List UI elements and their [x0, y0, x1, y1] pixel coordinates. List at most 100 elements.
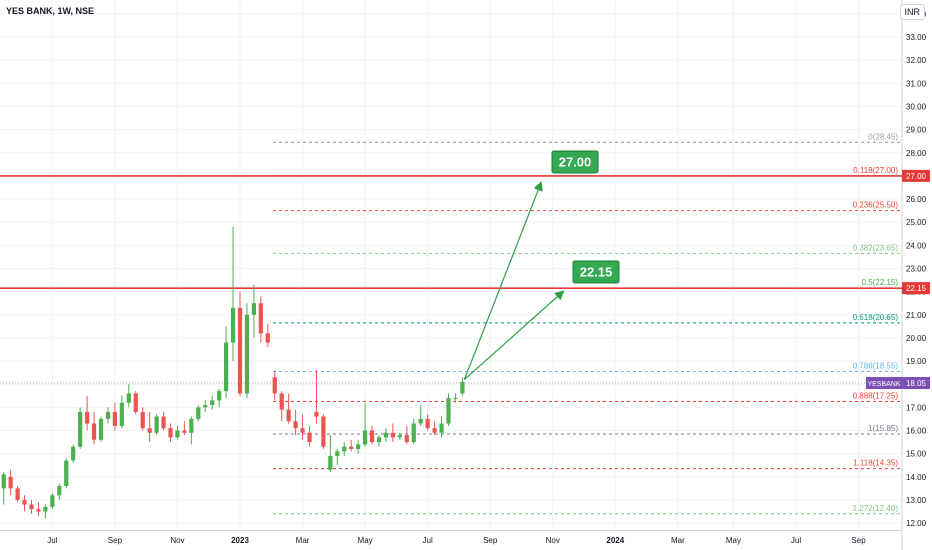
- target-callout-box: [572, 260, 620, 284]
- candle-body: [175, 430, 180, 438]
- fib-level-label: 1.272(12.40): [853, 504, 899, 513]
- target-callout-label: 22.15: [580, 264, 613, 279]
- candle-body: [307, 432, 312, 443]
- candle-body: [390, 432, 395, 438]
- candle-body: [342, 446, 347, 452]
- fib-level-label: 0.5(22.15): [862, 278, 899, 287]
- y-tick-label: 13.00: [906, 496, 927, 505]
- candle-body: [258, 303, 263, 334]
- candle-body: [182, 430, 187, 433]
- candle-body: [91, 423, 97, 440]
- fib-level-label: 0.382(23.65): [853, 243, 899, 252]
- x-tick-label: Mar: [671, 536, 685, 545]
- candle-body: [460, 381, 465, 394]
- candle-body: [203, 405, 208, 408]
- candle-body: [210, 400, 215, 406]
- y-tick-label: 28.00: [906, 149, 927, 158]
- chart-title: YES BANK, 1W, NSE: [6, 6, 95, 16]
- candle-body: [15, 488, 20, 500]
- current-price-tag: [902, 377, 930, 390]
- x-tick-label: Mar: [296, 536, 310, 545]
- y-tick-label: 29.00: [906, 126, 927, 135]
- x-tick-label: Nov: [546, 536, 560, 545]
- y-tick-label: 24.00: [906, 241, 927, 250]
- candle-body: [71, 446, 76, 461]
- x-tick-label: Nov: [170, 536, 184, 545]
- candle-body: [286, 409, 291, 422]
- candle-body: [404, 435, 409, 443]
- x-tick-label: 2024: [606, 536, 624, 545]
- candle-body: [265, 333, 270, 343]
- candle-body: [140, 411, 145, 429]
- candle-body: [217, 391, 222, 401]
- candle-body: [328, 455, 333, 470]
- y-tick-label: 15.00: [906, 450, 927, 459]
- x-tick-label: May: [358, 536, 373, 545]
- y-tick-label: 21.00: [906, 311, 927, 320]
- candle-body: [279, 393, 284, 410]
- candle-body: [126, 393, 131, 403]
- fib-level-label: 0.618(20.65): [853, 313, 899, 322]
- candle-body: [453, 398, 458, 400]
- candle-body: [57, 486, 62, 496]
- fib-level-label: 1(15.85): [868, 424, 898, 433]
- y-tick-label: 26.00: [906, 195, 927, 204]
- candle-body: [439, 423, 444, 433]
- candle-body: [397, 435, 402, 438]
- y-tick-label: 17.00: [906, 403, 927, 412]
- resistance-price-label: 27.00: [906, 172, 927, 181]
- y-tick-label: 33.00: [906, 33, 927, 42]
- y-tick-label: 30.00: [906, 102, 927, 111]
- resistance-price-tag: [902, 169, 930, 182]
- fib-level-label: 0.786(18.55): [853, 361, 899, 370]
- fib-level-label: 0.888(17.25): [853, 392, 899, 401]
- candle-body: [154, 416, 159, 433]
- symbol-tag-label: YESBANK: [867, 381, 900, 388]
- y-tick-label: 19.00: [906, 357, 927, 366]
- y-tick-label: 14.00: [906, 473, 927, 482]
- candle-body: [29, 504, 34, 510]
- y-tick-label: 23.00: [906, 264, 927, 273]
- y-tick-label: 12.00: [906, 519, 927, 528]
- candle-body: [43, 506, 48, 512]
- fib-level-label: 0(28.45): [868, 132, 898, 141]
- x-tick-label: Jul: [791, 536, 801, 545]
- candle-body: [98, 418, 104, 440]
- candle-body: [432, 428, 437, 433]
- candle-body: [356, 444, 361, 449]
- target-callout-label: 27.00: [559, 155, 592, 170]
- candle-body: [161, 416, 166, 429]
- candle-body: [189, 418, 194, 433]
- target-arrow: [464, 290, 565, 381]
- candle-body: [64, 460, 69, 487]
- candle-body: [321, 416, 326, 447]
- candle-body: [369, 430, 375, 443]
- target-arrow: [463, 181, 543, 380]
- candle-body: [293, 421, 298, 429]
- candle-body: [196, 407, 201, 419]
- x-tick-label: 2023: [231, 536, 249, 545]
- x-tick-label: Sep: [483, 536, 498, 545]
- x-tick-label: Jul: [47, 536, 57, 545]
- x-tick-label: Sep: [108, 536, 123, 545]
- fib-level-label: 1.118(14.35): [853, 459, 898, 468]
- candle-body: [230, 307, 236, 343]
- current-price-label: 18.05: [906, 379, 927, 388]
- candle-body: [349, 446, 354, 449]
- candle-body: [22, 499, 27, 505]
- y-tick-label: 16.00: [906, 426, 927, 435]
- candle-body: [335, 451, 340, 456]
- x-tick-label: May: [726, 536, 741, 545]
- candle-body: [224, 342, 229, 392]
- candle-body: [85, 411, 90, 424]
- candle-body: [36, 509, 41, 512]
- candle-body: [314, 411, 319, 417]
- y-tick-label: 32.00: [906, 56, 927, 65]
- candle-body: [119, 402, 124, 426]
- candle-body: [300, 428, 305, 433]
- currency-button[interactable]: INR: [899, 4, 925, 20]
- candle-body: [411, 423, 416, 443]
- candle-body: [272, 377, 277, 394]
